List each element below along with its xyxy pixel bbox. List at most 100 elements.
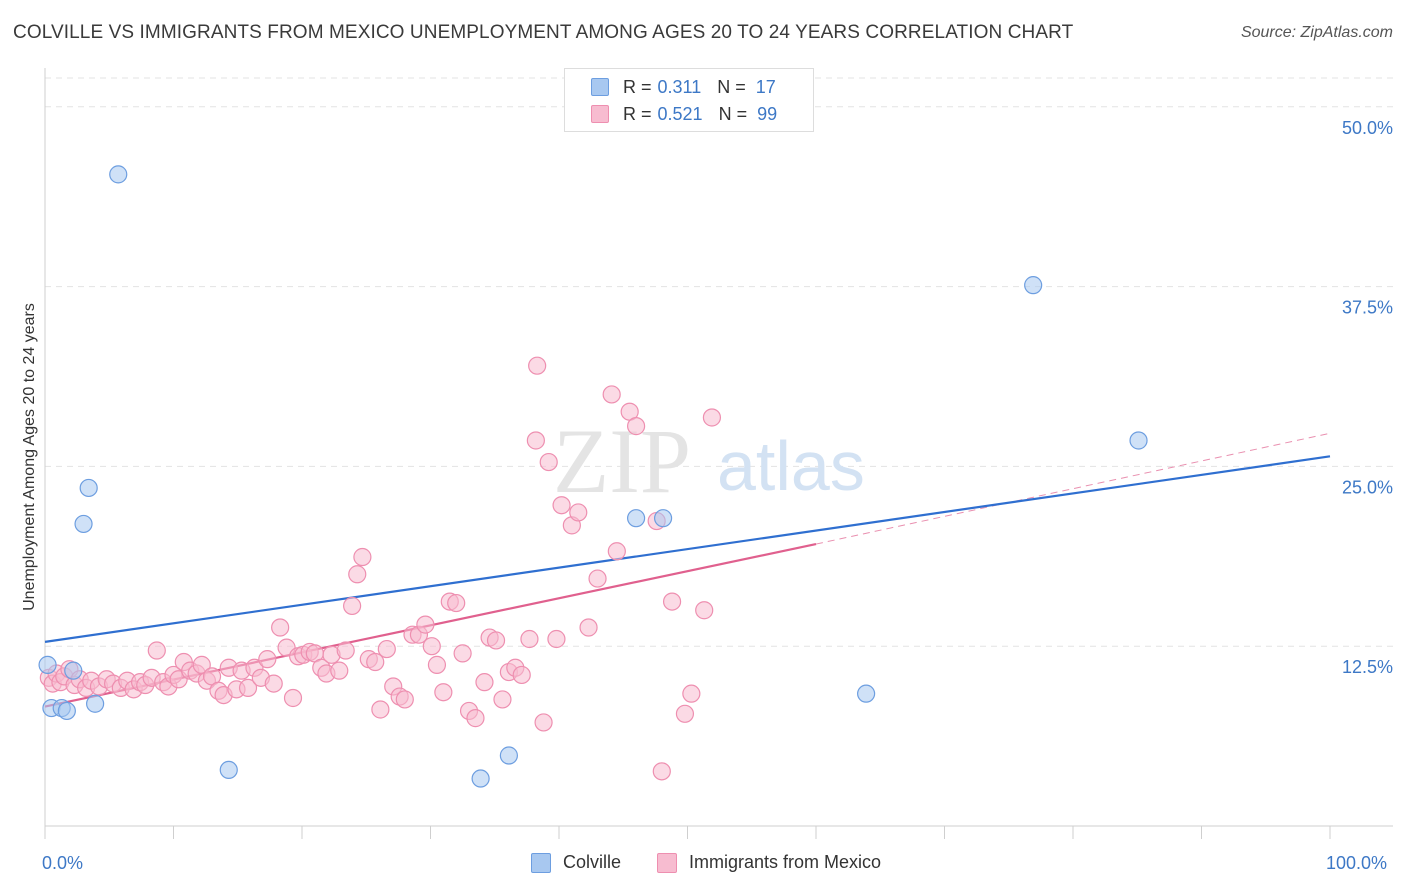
series-colville	[38, 165, 1148, 788]
data-point-immigrants	[607, 542, 626, 561]
data-point-immigrants	[330, 661, 349, 680]
data-point-immigrants	[366, 652, 385, 672]
data-point-immigrants	[271, 618, 290, 637]
data-point-colville	[471, 769, 490, 788]
legend-r-value: 0.521	[657, 103, 703, 124]
legend-row-immigrants: R = 0.521 N = 99	[591, 102, 777, 126]
data-point-immigrants	[238, 678, 258, 698]
series-legend: Colville Immigrants from Mexico	[0, 852, 1406, 878]
legend-r-label: R =	[623, 76, 652, 97]
data-point-immigrants	[512, 665, 531, 685]
data-point-immigrants	[588, 569, 607, 588]
legend-n-value: 17	[755, 76, 776, 97]
y-tick-label: 12.5%	[1342, 657, 1393, 677]
data-point-immigrants	[377, 639, 396, 659]
y-tick-labels: 12.5% 25.0% 37.5% 50.0%	[1342, 118, 1393, 677]
legend-n-value: 99	[757, 103, 778, 124]
x-tick-label-max: 100.0%	[1326, 853, 1388, 873]
data-point-immigrants	[453, 644, 472, 663]
legend-swatch-colville	[591, 78, 609, 96]
data-point-immigrants	[353, 547, 372, 567]
data-point-immigrants	[675, 704, 695, 723]
watermark-zip: ZIP	[553, 410, 691, 512]
data-point-immigrants	[147, 641, 166, 660]
data-point-immigrants	[526, 431, 545, 450]
y-tick-label: 37.5%	[1342, 298, 1393, 318]
legend-r-value: 0.311	[657, 76, 702, 97]
data-point-immigrants	[652, 762, 671, 781]
legend-swatch-colville	[531, 852, 551, 873]
axes	[44, 68, 1393, 839]
correlation-legend: R = 0.311 N = 17 R = 0.521 N = 99	[564, 68, 814, 132]
data-point-immigrants	[348, 565, 367, 584]
data-point-immigrants	[579, 618, 598, 637]
data-point-immigrants	[395, 690, 414, 709]
data-point-immigrants	[493, 690, 512, 709]
data-point-immigrants	[547, 629, 566, 649]
data-point-colville	[57, 701, 76, 721]
watermark: ZIP atlas	[553, 410, 865, 512]
legend-item-immigrants[interactable]: Immigrants from Mexico	[657, 852, 881, 873]
data-point-immigrants	[486, 631, 506, 650]
legend-n-label: N =	[718, 103, 748, 124]
data-point-colville	[38, 655, 57, 674]
data-point-colville	[74, 514, 93, 534]
source-label: Source: ZipAtlas.com	[1240, 24, 1393, 41]
data-point-colville	[79, 478, 98, 498]
legend-n-label: N =	[717, 76, 746, 97]
data-point-immigrants	[475, 673, 494, 692]
data-point-immigrants	[695, 601, 714, 620]
data-point-colville	[64, 661, 83, 680]
legend-swatch-immigrants	[657, 852, 677, 873]
data-point-immigrants	[447, 593, 466, 613]
data-point-immigrants	[662, 592, 682, 611]
trend-line-colville	[44, 455, 1331, 643]
data-point-colville	[499, 746, 518, 765]
data-point-immigrants	[702, 408, 722, 427]
data-point-immigrants	[416, 615, 435, 634]
data-point-immigrants	[552, 496, 571, 515]
data-point-colville	[857, 684, 876, 703]
data-point-colville	[1129, 431, 1148, 450]
data-point-colville	[109, 165, 128, 184]
data-point-colville	[1024, 276, 1043, 295]
data-point-immigrants	[569, 503, 588, 522]
gridlines	[45, 77, 1393, 647]
data-point-immigrants	[602, 385, 621, 404]
data-point-colville	[219, 760, 238, 780]
data-point-immigrants	[264, 674, 283, 693]
legend-label-immigrants: Immigrants from Mexico	[689, 852, 882, 872]
data-point-colville	[626, 509, 646, 528]
data-point-immigrants	[283, 688, 303, 708]
data-point-colville	[653, 509, 673, 528]
data-point-immigrants	[434, 683, 453, 702]
y-tick-label: 50.0%	[1342, 118, 1393, 138]
data-point-immigrants	[520, 629, 539, 649]
series-immigrants-from-mexico	[39, 356, 722, 781]
data-point-immigrants	[343, 596, 362, 616]
data-point-immigrants	[682, 684, 701, 703]
data-point-immigrants	[626, 417, 646, 436]
data-point-immigrants	[422, 637, 441, 656]
chart-title: COLVILLE VS IMMIGRANTS FROM MEXICO UNEMP…	[13, 22, 1074, 43]
data-point-immigrants	[534, 713, 553, 732]
legend-swatch-immigrants	[591, 105, 609, 123]
data-point-immigrants	[258, 650, 277, 669]
data-point-immigrants	[466, 709, 485, 728]
legend-r-label: R =	[623, 103, 652, 124]
data-point-immigrants	[371, 700, 390, 719]
data-point-immigrants	[336, 641, 355, 660]
data-point-immigrants	[528, 356, 547, 375]
x-tick-label-min: 0.0%	[42, 853, 84, 873]
y-tick-label: 25.0%	[1342, 477, 1393, 497]
data-point-colville	[86, 694, 105, 713]
trend-line-immigrants-extension	[815, 432, 1331, 545]
watermark-atlas: atlas	[717, 427, 865, 505]
data-point-immigrants	[539, 452, 558, 472]
legend-item-colville[interactable]: Colville	[531, 852, 621, 873]
legend-row-colville: R = 0.311 N = 17	[591, 75, 776, 99]
legend-label-colville: Colville	[563, 852, 622, 872]
data-point-immigrants	[427, 655, 447, 674]
